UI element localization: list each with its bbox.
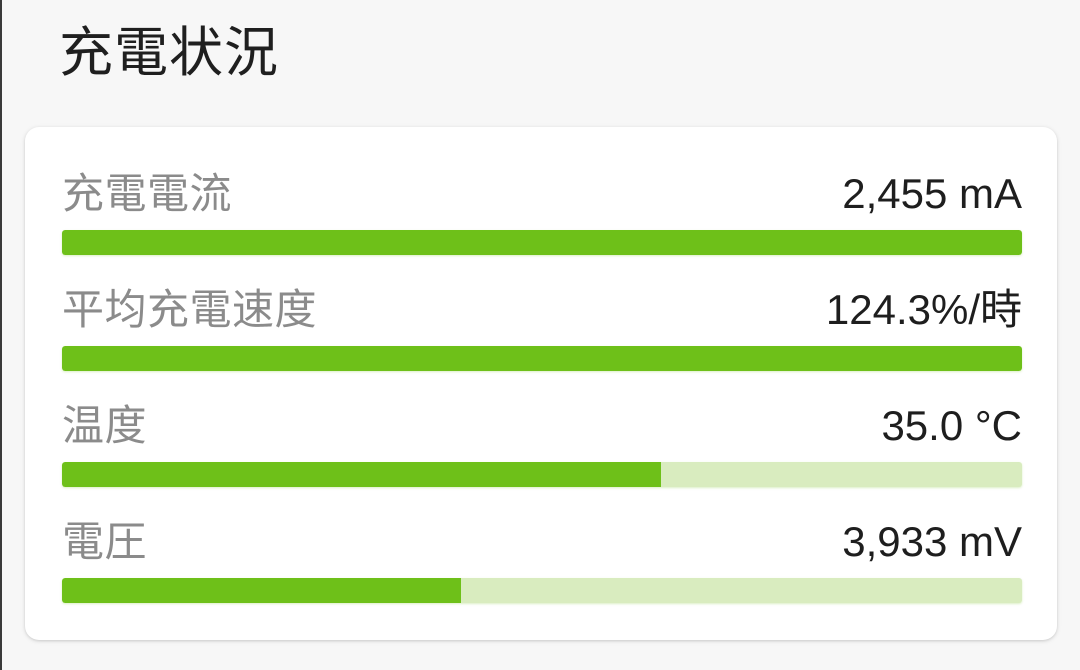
metric-value: 2,455 mA xyxy=(842,170,1022,217)
page-title: 充電状況 xyxy=(59,23,279,83)
charging-status-card: 充電電流 2,455 mA 平均充電速度 124.3%/時 温度 35.0 °C… xyxy=(25,127,1057,640)
metric-row-voltage: 電圧 3,933 mV xyxy=(62,520,1022,603)
metric-line: 温度 35.0 °C xyxy=(62,404,1022,448)
metric-line: 充電電流 2,455 mA xyxy=(62,172,1022,216)
metric-label: 温度 xyxy=(62,402,148,449)
progress-track xyxy=(62,230,1022,255)
metric-value: 124.3%/時 xyxy=(825,286,1022,333)
metric-label: 平均充電速度 xyxy=(62,286,318,333)
metric-line: 平均充電速度 124.3%/時 xyxy=(62,288,1022,332)
metric-label: 充電電流 xyxy=(62,170,233,217)
metric-row-avg-charge-speed: 平均充電速度 124.3%/時 xyxy=(62,288,1022,371)
metric-line: 電圧 3,933 mV xyxy=(62,520,1022,564)
progress-fill xyxy=(62,230,1022,255)
metric-row-charge-current: 充電電流 2,455 mA xyxy=(62,172,1022,255)
progress-track xyxy=(62,346,1022,371)
metric-value: 3,933 mV xyxy=(842,518,1022,565)
screen-left-edge xyxy=(0,0,2,670)
progress-track xyxy=(62,578,1022,603)
metric-label: 電圧 xyxy=(62,518,148,565)
metric-row-temperature: 温度 35.0 °C xyxy=(62,404,1022,487)
progress-track xyxy=(62,462,1022,487)
progress-fill xyxy=(62,462,662,487)
progress-fill xyxy=(62,346,1022,371)
metric-value: 35.0 °C xyxy=(881,402,1022,449)
progress-fill xyxy=(62,578,462,603)
